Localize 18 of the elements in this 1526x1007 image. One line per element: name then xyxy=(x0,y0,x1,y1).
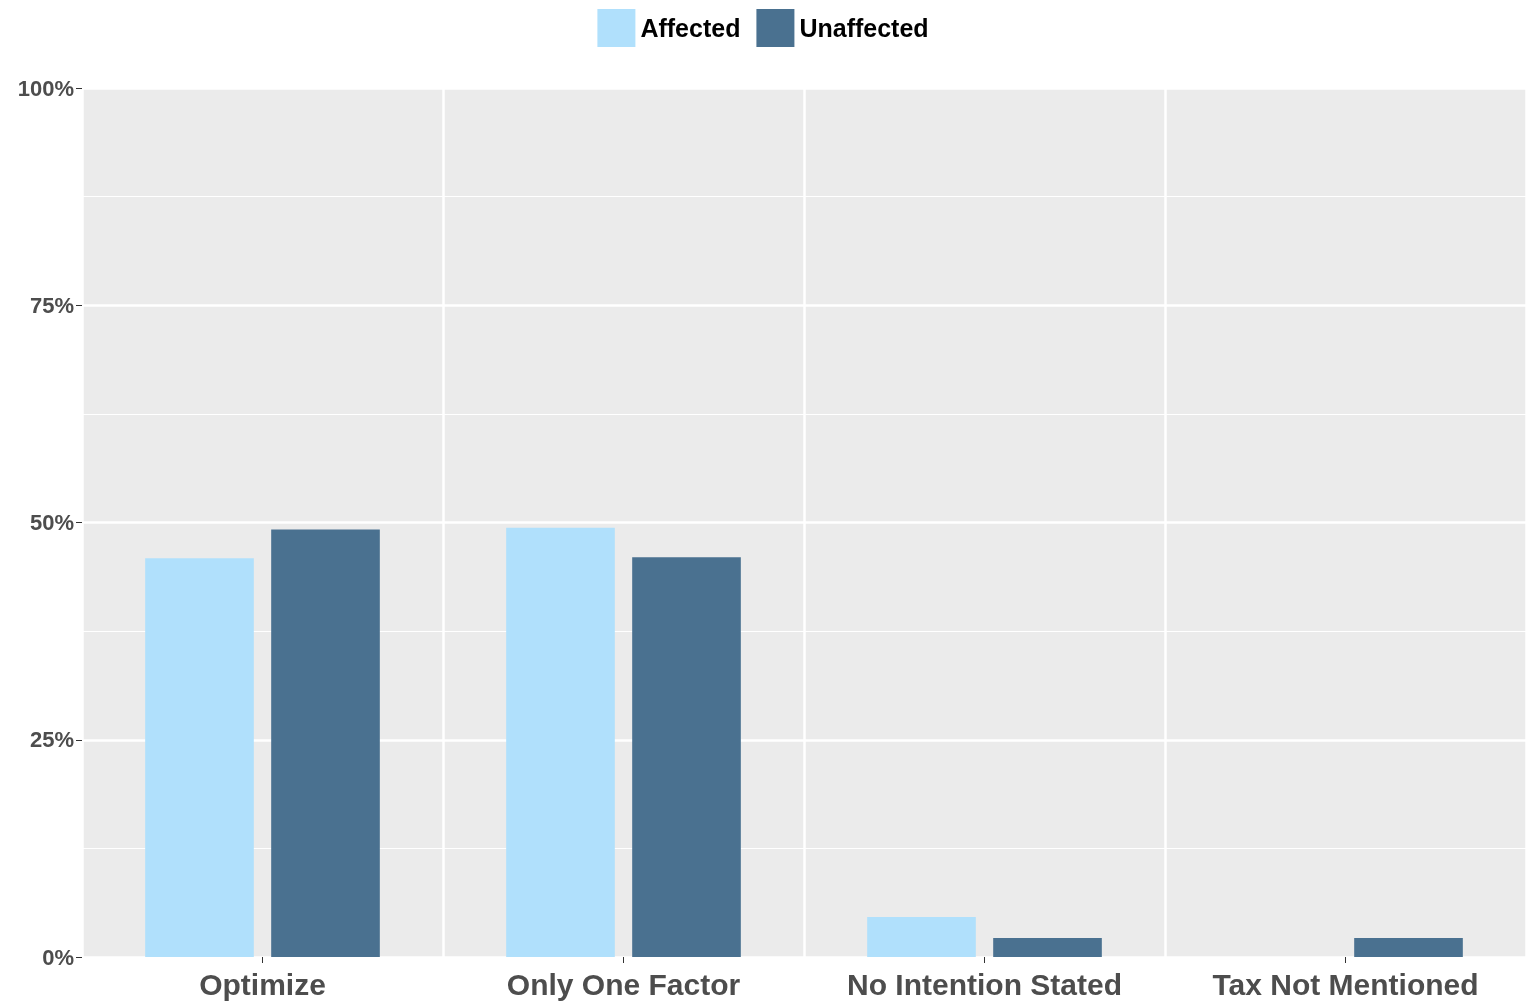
y-tick-label: 0% xyxy=(42,944,74,970)
legend-label: Unaffected xyxy=(799,14,929,42)
legend-label: Affected xyxy=(640,14,741,42)
x-tick-label: No Intention Stated xyxy=(847,967,1122,1001)
x-tick-label: Optimize xyxy=(199,967,326,1001)
y-tick-label: 100% xyxy=(17,75,74,101)
x-tick-label: Tax Not Mentioned xyxy=(1212,967,1479,1001)
x-tick-label: Only One Factor xyxy=(506,967,741,1001)
bar xyxy=(506,527,615,957)
bar xyxy=(632,557,741,957)
y-tick-label: 50% xyxy=(29,510,74,535)
bar xyxy=(867,917,976,957)
bar xyxy=(993,937,1102,957)
y-tick-label: 75% xyxy=(29,292,74,318)
bar xyxy=(271,529,380,957)
y-tick-label: 25% xyxy=(29,727,74,753)
bar xyxy=(145,558,254,957)
bar xyxy=(1354,937,1463,957)
